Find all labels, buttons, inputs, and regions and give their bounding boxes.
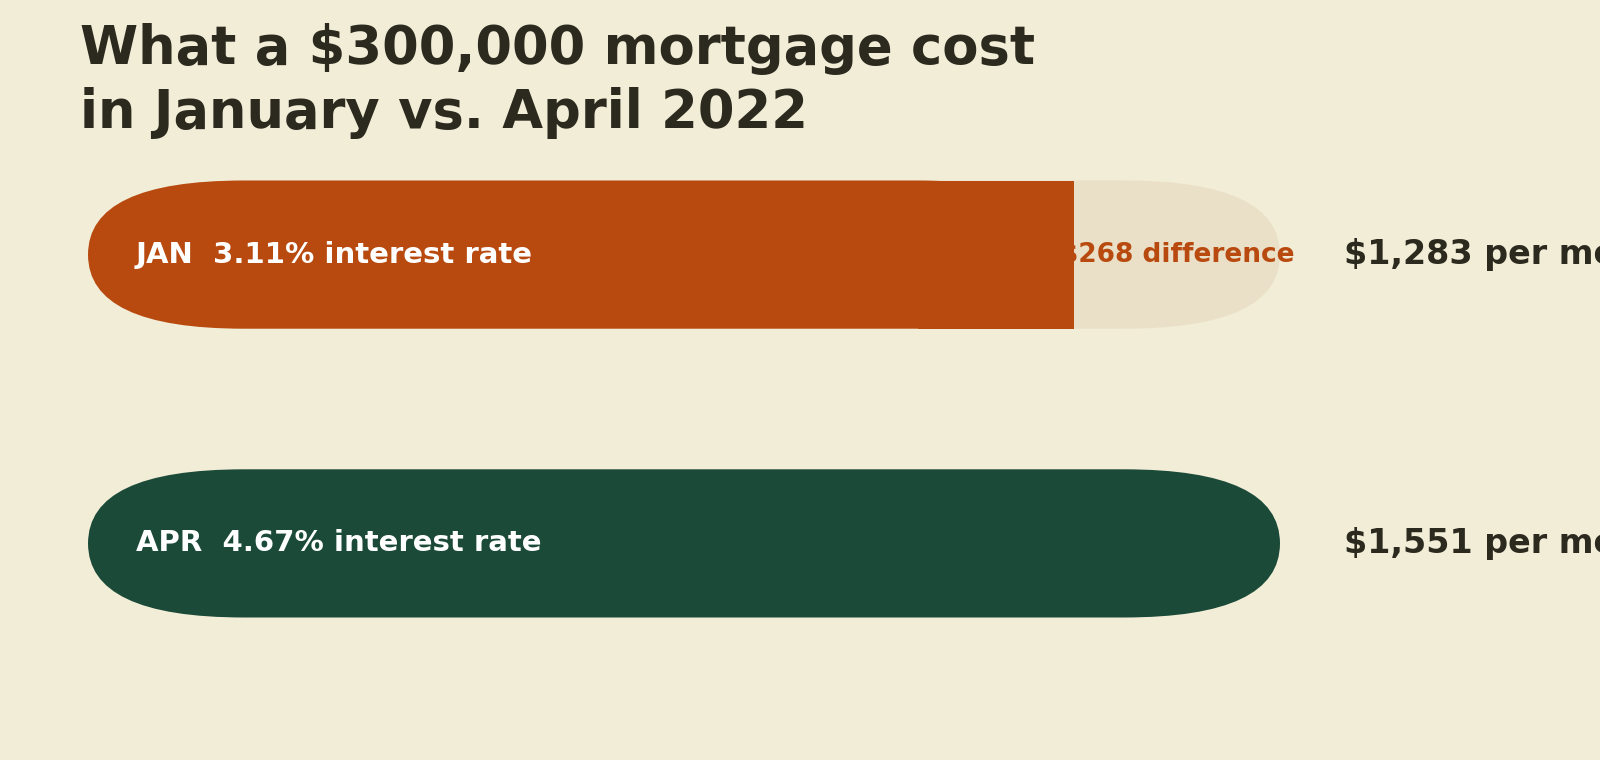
Text: APR  4.67% interest rate: APR 4.67% interest rate [136, 530, 541, 557]
FancyBboxPatch shape [88, 181, 1280, 328]
Text: $1,551 per month: $1,551 per month [1344, 527, 1600, 560]
Text: JAN  3.11% interest rate: JAN 3.11% interest rate [136, 241, 533, 268]
FancyBboxPatch shape [88, 470, 1280, 617]
Bar [918, 181, 1074, 328]
Text: $1,283 per month: $1,283 per month [1344, 238, 1600, 271]
Text: What a $300,000 mortgage cost
in January vs. April 2022: What a $300,000 mortgage cost in January… [80, 23, 1035, 139]
FancyBboxPatch shape [88, 181, 1074, 328]
Text: $268 difference: $268 difference [1059, 242, 1294, 268]
